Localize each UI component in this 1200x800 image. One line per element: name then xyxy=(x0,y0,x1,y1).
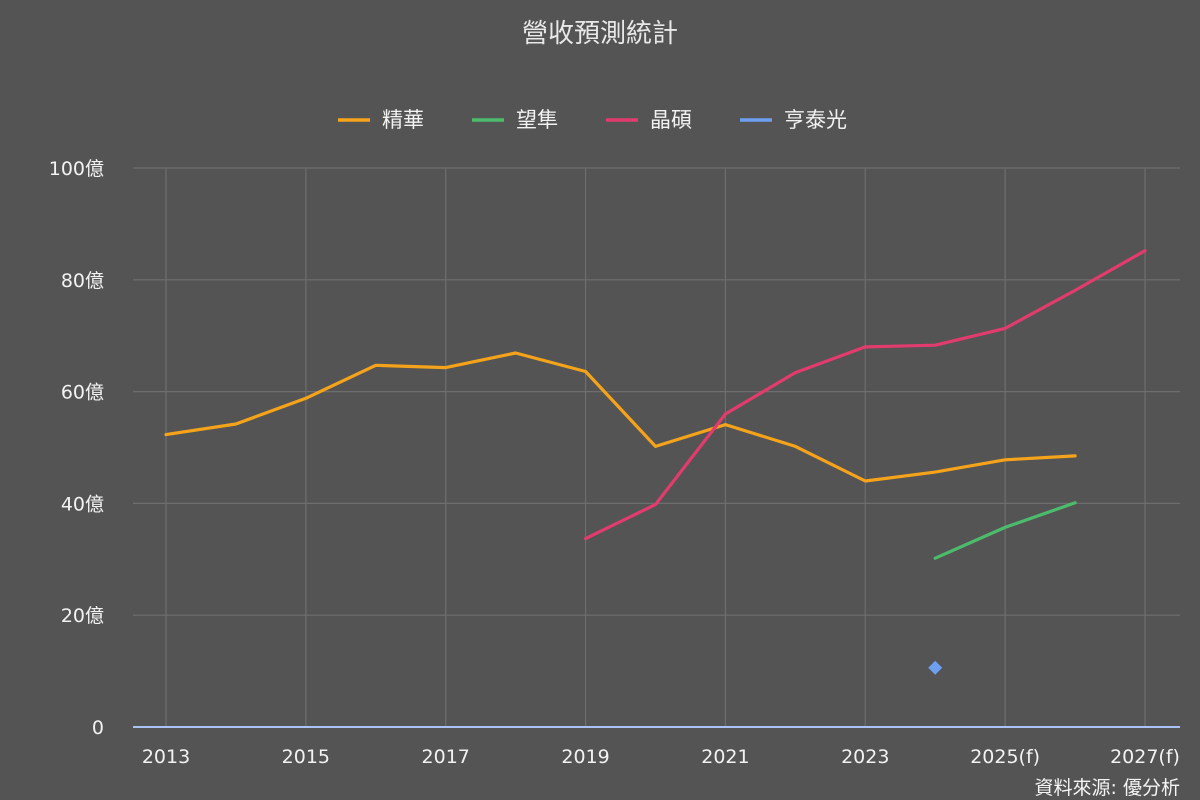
x-tick-label: 2019 xyxy=(561,746,609,768)
y-tick-label: 80億 xyxy=(61,270,104,292)
series xyxy=(164,249,1147,675)
legend: 精華 望隼 晶碩 亨泰光 xyxy=(338,108,847,132)
series-3 xyxy=(584,249,1147,541)
grid xyxy=(133,167,1180,727)
series-2 xyxy=(933,501,1077,560)
series-1 xyxy=(164,351,1077,483)
x-tick-label: 2021 xyxy=(701,746,749,768)
series-4 xyxy=(928,660,943,675)
series-line xyxy=(933,501,1077,560)
legend-label: 晶碩 xyxy=(650,108,692,132)
legend-item: 晶碩 xyxy=(606,108,692,132)
legend-item: 亨泰光 xyxy=(740,108,847,132)
y-tick-label: 40億 xyxy=(61,493,104,515)
x-tick-label: 2023 xyxy=(841,746,889,768)
legend-label: 精華 xyxy=(382,108,424,132)
source-note: 資料來源: 優分析 xyxy=(1035,777,1180,799)
legend-label: 亨泰光 xyxy=(784,108,847,132)
legend-item: 精華 xyxy=(338,108,424,132)
series-line xyxy=(584,249,1147,541)
x-tick-label: 2025(f) xyxy=(970,746,1040,768)
x-tick-label: 2013 xyxy=(142,746,190,768)
y-tick-label: 20億 xyxy=(61,605,104,627)
y-tick-label: 0 xyxy=(92,717,104,739)
x-tick-label: 2027(f) xyxy=(1110,746,1180,768)
data-point xyxy=(928,660,943,675)
axes: 2013 2015 2017 2019 2021 2023 2025(f) 2027(f) 0 2… xyxy=(49,158,1180,768)
chart-title: 營收預測統計 xyxy=(522,19,678,49)
legend-label: 望隼 xyxy=(516,108,558,132)
series-line xyxy=(164,351,1077,483)
x-tick-label: 2017 xyxy=(422,746,470,768)
y-tick-label: 100億 xyxy=(49,158,104,180)
legend-item: 望隼 xyxy=(472,108,558,132)
y-tick-label: 60億 xyxy=(61,382,104,404)
x-tick-label: 2015 xyxy=(282,746,330,768)
